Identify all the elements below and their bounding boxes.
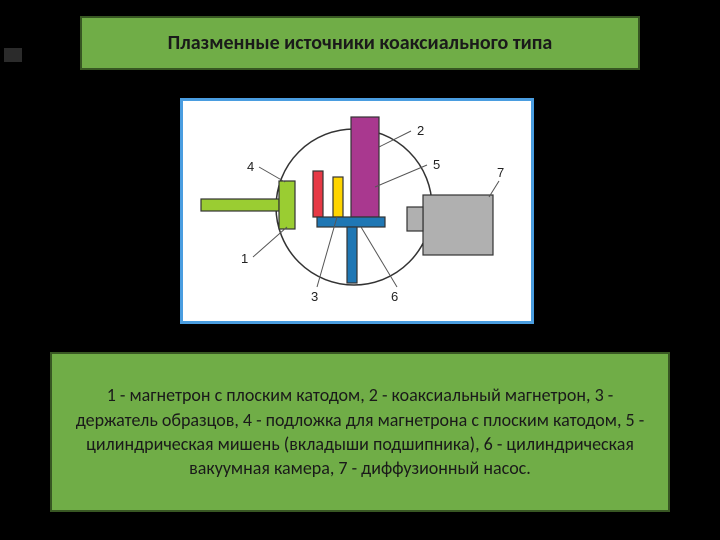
diagram-caption: 1 - магнетрон с плоским катодом, 2 - коа… <box>70 383 650 480</box>
substrate <box>313 171 323 217</box>
callout-label-2: 2 <box>417 123 424 138</box>
coaxial-plasma-source-diagram: 4 1 3 6 2 5 7 <box>189 107 525 315</box>
leader-line-5 <box>375 165 427 187</box>
leader-line-7 <box>489 181 499 197</box>
title-box: Плазменные источники коаксиального типа <box>80 16 640 70</box>
decorative-side-bar <box>4 48 22 62</box>
cylindrical-target <box>333 177 343 217</box>
sample-holder-post <box>347 227 357 283</box>
planar-magnetron-head <box>279 181 295 229</box>
leader-line-2 <box>379 131 411 147</box>
callout-label-1: 1 <box>241 251 248 266</box>
callout-label-6: 6 <box>391 289 398 304</box>
callout-label-4: 4 <box>247 159 254 174</box>
coaxial-magnetron <box>351 117 379 217</box>
diagram-frame: 4 1 3 6 2 5 7 <box>180 98 534 324</box>
diffusion-pump-nozzle <box>407 207 423 231</box>
caption-box: 1 - магнетрон с плоским катодом, 2 - коа… <box>50 352 670 512</box>
sample-holder-plate <box>317 217 385 227</box>
leader-line-1 <box>253 227 287 257</box>
slide-title: Плазменные источники коаксиального типа <box>168 31 553 55</box>
diagram-canvas: 4 1 3 6 2 5 7 <box>189 107 525 315</box>
callout-label-7: 7 <box>497 165 504 180</box>
callout-label-3: 3 <box>311 289 318 304</box>
leader-line-4 <box>259 167 285 182</box>
planar-magnetron-stem <box>201 199 279 211</box>
callout-label-5: 5 <box>433 157 440 172</box>
diffusion-pump <box>423 195 493 255</box>
leader-line-6 <box>361 227 397 287</box>
